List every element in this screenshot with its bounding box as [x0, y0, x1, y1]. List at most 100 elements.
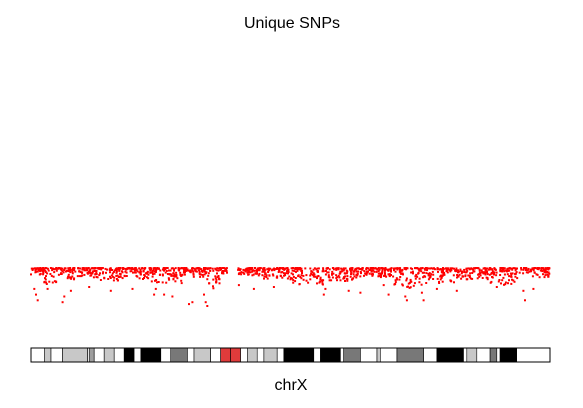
snp-point-669	[263, 267, 266, 270]
snp-point-1064	[430, 267, 433, 270]
snp-point-360	[168, 269, 170, 272]
snp-point-725	[302, 278, 305, 281]
snp-point-941	[363, 274, 365, 277]
snp-point-633	[272, 274, 275, 277]
snp-point-595	[246, 271, 249, 274]
snp-point-287	[138, 267, 141, 270]
snp-point-57	[48, 280, 51, 283]
snp-point-1094	[437, 270, 439, 273]
snp-point-878	[373, 270, 376, 273]
snp-point-369	[179, 267, 182, 270]
snp-point-882	[367, 267, 369, 270]
snp-point-1394	[204, 301, 207, 304]
snp-point-692	[322, 279, 325, 282]
snp-point-1194	[481, 271, 484, 274]
snp-point-366	[157, 281, 160, 283]
snp-point-899	[385, 275, 388, 278]
snp-point-1192	[460, 272, 463, 275]
snp-point-457	[192, 273, 195, 276]
snp-point-537	[254, 272, 257, 275]
snp-point-1384	[88, 286, 91, 288]
snp-point-883	[371, 274, 374, 277]
snp-point-695	[309, 278, 312, 281]
snp-point-1396	[219, 268, 222, 271]
snp-point-295	[135, 269, 137, 272]
snp-point-958	[400, 272, 403, 275]
snp-point-1311	[542, 273, 544, 276]
snp-point-559	[256, 272, 258, 275]
snp-point-1225	[489, 268, 492, 271]
snp-point-62	[45, 283, 48, 285]
snp-point-915	[369, 268, 372, 271]
snp-point-705	[312, 275, 315, 278]
snp-point-599	[244, 268, 247, 271]
snp-point-1399	[272, 286, 275, 288]
snp-point-1023	[397, 267, 400, 270]
snp-point-1393	[203, 293, 205, 296]
snp-point-305	[147, 277, 150, 280]
snp-point-244	[110, 269, 113, 271]
snp-point-66	[44, 277, 46, 280]
snp-point-323	[144, 267, 147, 269]
snp-point-700	[305, 274, 308, 277]
snp-point-211	[101, 272, 104, 275]
snp-point-964	[393, 283, 396, 286]
snp-point-981	[416, 275, 419, 278]
snp-point-387	[176, 277, 179, 280]
snp-point-1092	[442, 273, 445, 276]
snp-point-746	[313, 267, 316, 270]
snp-point-1031	[390, 270, 392, 273]
snp-point-324	[153, 272, 156, 275]
snp-point-1409	[422, 299, 425, 302]
snp-point-1324	[531, 275, 534, 278]
snp-point-1257	[498, 279, 501, 281]
snp-point-396	[173, 268, 176, 271]
snp-point-1395	[206, 305, 209, 307]
snp-point-575	[239, 272, 242, 275]
snp-point-920	[371, 267, 374, 270]
snp-point-570	[243, 269, 246, 272]
snp-point-54	[53, 271, 56, 274]
snp-point-911	[365, 273, 368, 276]
snp-point-375	[150, 271, 153, 274]
snp-point-1214	[468, 276, 471, 279]
snp-point-1213	[477, 267, 480, 270]
snp-point-237	[101, 267, 104, 269]
snp-point-121	[79, 271, 82, 273]
snp-point-280	[138, 277, 141, 280]
snp-point-363	[178, 269, 181, 272]
snp-point-70	[45, 275, 47, 278]
snp-point-316	[123, 274, 126, 277]
snp-point-261	[133, 269, 136, 272]
snp-point-789	[342, 267, 345, 270]
snp-point-589	[243, 272, 246, 275]
snp-point-1087	[432, 273, 435, 276]
snp-point-187	[99, 279, 102, 281]
snp-point-751	[295, 270, 297, 273]
snp-point-737	[321, 282, 324, 285]
snp-point-395	[155, 269, 157, 272]
snp-point-1090	[453, 267, 455, 270]
snp-point-567	[257, 269, 260, 272]
ideogram-band-8	[113, 347, 125, 363]
snp-point-668	[266, 268, 269, 271]
snp-point-833	[352, 277, 355, 280]
snp-point-289	[134, 267, 137, 269]
snp-point-909	[365, 268, 368, 270]
snp-point-10	[42, 272, 45, 274]
snp-point-173	[78, 270, 81, 273]
snp-point-449	[198, 269, 200, 272]
snp-point-624	[273, 267, 276, 270]
snp-point-987	[417, 272, 420, 274]
snp-point-1272	[499, 267, 502, 270]
snp-point-315	[139, 273, 142, 276]
snp-point-1206	[486, 270, 489, 273]
snp-point-1032	[412, 272, 414, 275]
snp-point-71	[55, 267, 58, 269]
snp-point-254	[132, 271, 134, 274]
snp-point-819	[337, 268, 340, 271]
snp-point-1112	[441, 268, 444, 271]
snp-point-1360	[536, 273, 539, 276]
snp-point-412	[154, 279, 156, 282]
snp-point-983	[409, 278, 412, 281]
